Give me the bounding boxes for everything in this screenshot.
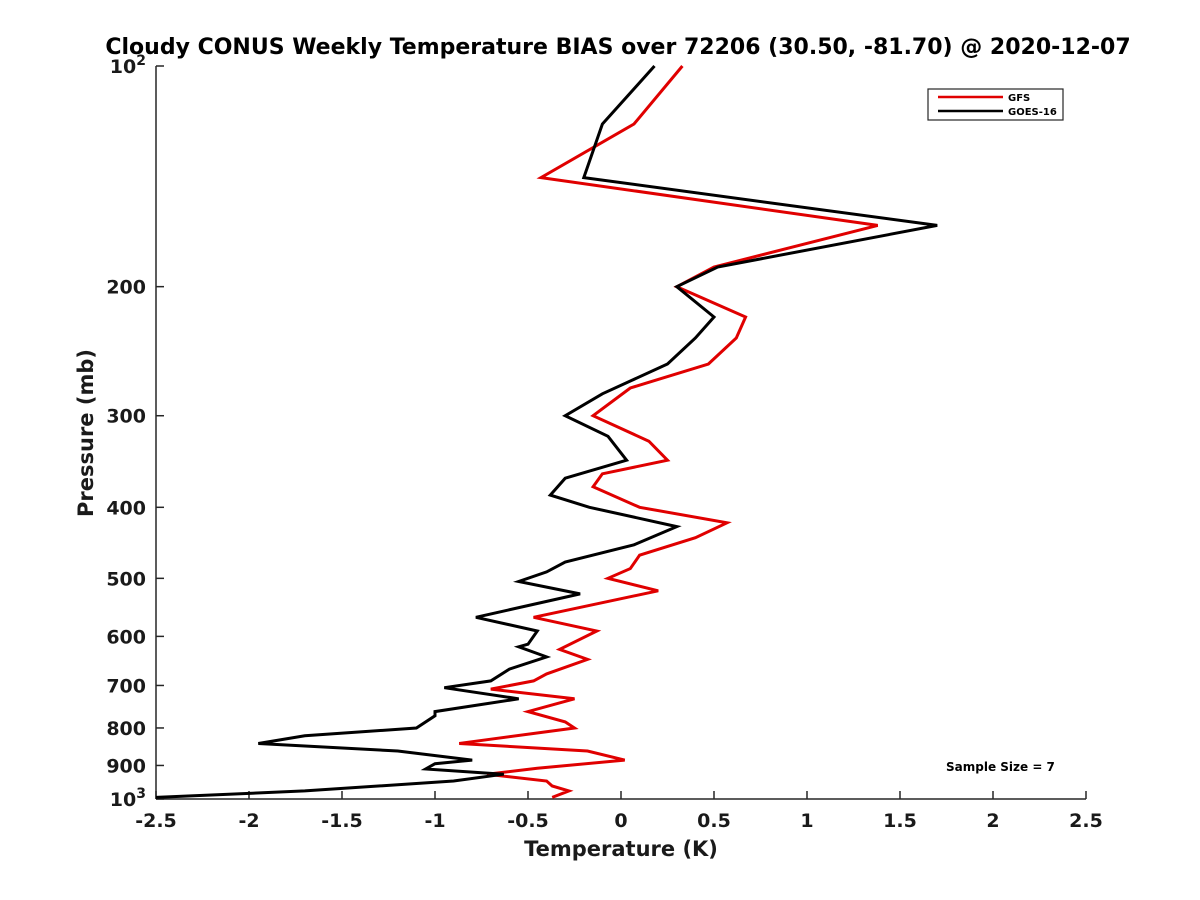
legend: GFS GOES-16: [927, 88, 1064, 121]
x-tick-group: -2.5 -2 -1.5 -1 -0.5 0 0.5 1 1.5 2 2.5: [135, 791, 1103, 832]
sample-size-annotation: Sample Size = 7: [946, 760, 1055, 774]
y-tick-group: 102 200 300 400 500 600 700 800 900 103: [106, 53, 164, 811]
y-tick-label: 900: [106, 755, 146, 777]
legend-label-goes16: GOES-16: [1008, 107, 1057, 118]
x-tick-label: 1: [800, 810, 813, 832]
y-tick-label: 103: [110, 786, 146, 811]
series-line-gfs: [458, 65, 879, 799]
y-tick-label: 700: [106, 675, 146, 697]
x-tick-label: -0.5: [507, 810, 549, 832]
x-tick-label: -2.5: [135, 810, 177, 832]
x-tick-label: -2: [238, 810, 259, 832]
y-tick-label: 200: [106, 277, 146, 299]
legend-box: [927, 88, 1064, 121]
x-tick-label: 0: [614, 810, 627, 832]
x-tick-label: 2.5: [1069, 810, 1103, 832]
y-tick-label: 600: [106, 626, 146, 648]
chart-title: Cloudy CONUS Weekly Temperature BIAS ove…: [105, 35, 1130, 60]
legend-label-gfs: GFS: [1008, 93, 1030, 104]
x-tick-label: -1: [424, 810, 445, 832]
series-layer: [155, 64, 938, 799]
series-line-goes16: [155, 64, 938, 799]
x-axis-label: Temperature (K): [524, 837, 718, 861]
x-tick-label: 2: [986, 810, 999, 832]
y-axis-label: Pressure (mb): [74, 349, 98, 517]
y-tick-label: 800: [106, 718, 146, 740]
y-tick-label: 300: [106, 406, 146, 428]
y-tick-label: 400: [106, 497, 146, 519]
x-tick-label: 0.5: [697, 810, 731, 832]
y-tick-label: 500: [106, 568, 146, 590]
x-tick-label: -1.5: [321, 810, 363, 832]
y-tick-label: 102: [110, 53, 146, 78]
x-tick-label: 1.5: [883, 810, 917, 832]
